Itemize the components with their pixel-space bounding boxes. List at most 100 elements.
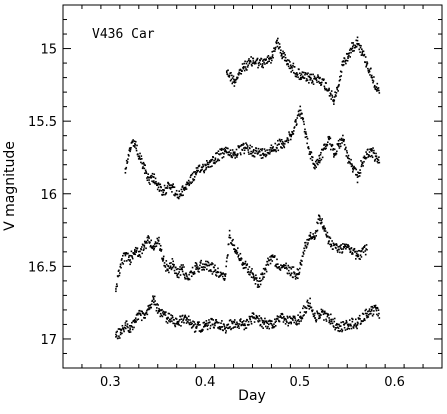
data-point [202,165,205,168]
data-point [264,267,267,270]
data-point [238,146,240,149]
data-point [355,318,357,321]
data-point [251,315,253,318]
data-point [191,172,194,175]
data-point [295,123,298,125]
data-point [187,179,190,182]
data-point [275,263,277,266]
data-point [173,186,176,189]
data-point [202,322,205,324]
data-point [299,105,302,108]
data-point [269,147,272,149]
data-point [134,142,136,145]
data-point [314,319,317,322]
data-point [332,248,334,250]
data-point [124,324,127,327]
data-point [271,147,274,149]
data-point [296,73,299,76]
data-point [317,218,320,220]
data-point [265,270,268,273]
light-curve-series [124,105,381,200]
data-point [350,247,353,249]
data-point [310,77,312,80]
data-point [345,62,347,65]
data-point [203,169,206,172]
data-point [248,62,251,65]
data-point [210,160,213,162]
data-point [131,257,134,260]
data-point [205,164,207,167]
data-point [229,149,232,151]
data-point [220,326,223,328]
data-point [172,186,175,188]
data-point [201,266,204,269]
data-point [299,74,302,77]
data-point [137,250,140,253]
data-point [116,285,119,287]
data-point [262,276,265,278]
data-point [180,188,183,191]
data-point [179,194,182,196]
data-point [325,147,327,150]
data-point [367,70,370,72]
data-point [269,262,272,265]
data-point [232,153,234,155]
data-point [318,219,321,221]
data-point [308,308,311,310]
data-point [130,325,133,327]
data-point [115,331,118,334]
data-point [311,82,313,84]
data-point [315,320,317,323]
data-point [314,312,316,315]
data-point [352,42,355,44]
data-point [135,321,137,323]
data-point [359,254,362,256]
data-point [303,247,305,250]
data-point [151,180,153,183]
data-point [188,273,190,276]
data-point [227,69,229,72]
data-point [377,87,380,89]
data-point [293,126,296,128]
data-point [358,249,360,252]
data-point [305,312,307,314]
data-point [177,322,180,325]
data-point [235,249,238,252]
data-point [143,246,146,248]
data-point [152,295,154,297]
data-point [280,317,283,319]
data-point [136,312,139,315]
data-point [139,158,142,161]
data-point [374,158,376,161]
data-point [367,154,370,156]
data-point [238,323,241,325]
data-point [118,274,121,277]
data-point [233,80,236,83]
data-point [140,246,143,248]
data-point [317,222,319,225]
data-point [288,59,290,62]
data-point [244,262,246,265]
data-point [158,190,161,192]
data-point [360,250,362,253]
data-point [172,183,174,185]
data-point [260,317,263,320]
data-point [348,248,351,251]
data-point [274,149,277,151]
data-point [288,67,291,70]
data-point [282,50,284,53]
data-point [305,241,307,244]
data-point [274,149,276,151]
data-point [131,141,133,144]
data-point [274,324,277,327]
data-point [365,244,368,246]
data-point [276,315,279,317]
data-point [254,283,257,285]
data-point [359,258,361,261]
data-point [239,145,241,148]
data-point [318,82,321,84]
data-point [355,173,357,176]
data-point [209,161,212,163]
data-point [138,309,141,312]
data-point [205,322,208,325]
